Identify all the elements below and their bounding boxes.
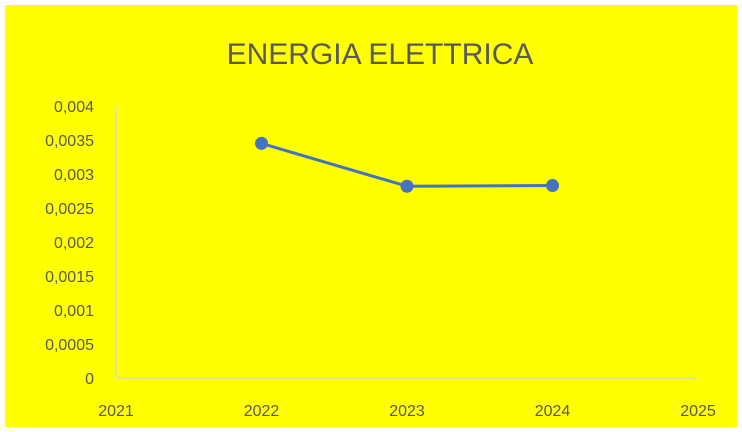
- y-tick-label: 0,0005: [45, 337, 94, 354]
- y-tick-label: 0,0025: [45, 201, 94, 218]
- series-group: [255, 136, 559, 193]
- chart-title: ENERGIA ELETTRICA: [227, 38, 534, 71]
- y-tick-label: 0,002: [54, 235, 94, 252]
- data-point: [546, 179, 559, 193]
- y-tick-label: 0,0015: [45, 269, 94, 286]
- y-tick-label: 0,001: [54, 303, 94, 320]
- y-tick-label: 0,004: [54, 99, 94, 116]
- x-axis-tick-labels: 2021 2022 2023 2024 2025: [98, 403, 716, 420]
- x-tick-label: 2025: [680, 403, 716, 420]
- x-tick-label: 2023: [389, 403, 425, 420]
- y-axis-tick-labels: 0 0,0005 0,001 0,0015 0,002 0,0025 0,003 0,0035…: [45, 99, 94, 388]
- y-tick-label: 0: [85, 371, 94, 388]
- x-tick-label: 2024: [535, 403, 571, 420]
- data-point: [255, 136, 268, 150]
- y-tick-label: 0,003: [54, 167, 94, 184]
- y-tick-label: 0,0035: [45, 133, 94, 150]
- data-point: [400, 179, 414, 193]
- x-tick-label: 2022: [244, 403, 280, 420]
- x-tick-label: 2021: [98, 403, 134, 420]
- chart-background: [5, 5, 737, 427]
